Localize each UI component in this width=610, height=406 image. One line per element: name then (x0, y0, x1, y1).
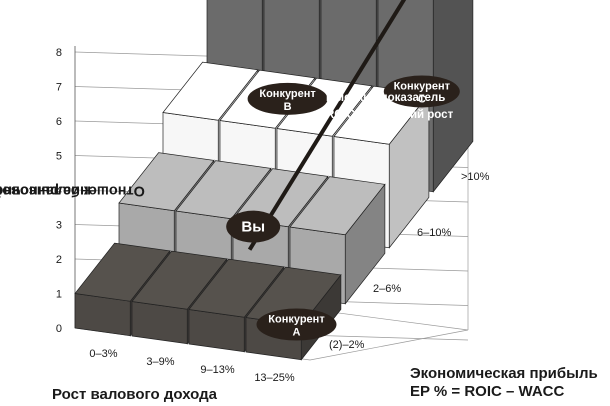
label-you: Вы (226, 210, 281, 243)
y-tick-label: 1 (56, 289, 62, 301)
bar-top-face (118, 152, 215, 212)
y-axis-title-line2: к балансовой (0, 182, 92, 199)
y-tick-label: 3 (56, 220, 62, 232)
label-oval-line1: Вы (241, 219, 265, 236)
x-axis-title: Рост валового дохода (52, 386, 218, 403)
z-tick-label: 6–10% (417, 227, 451, 239)
label-oval-line1: Конкурент (259, 88, 316, 100)
ticks-layer: 0 1 2 3 4 5 6 7 8 0–3% 3–9% 9–13% 13–25% (2)–2% 2–6% 6–… (56, 47, 490, 384)
label-oval-shape (226, 210, 281, 243)
callout-line1: Высокий показатель (326, 92, 445, 104)
label-oval-line2: A (293, 327, 301, 339)
y-tick-label: 4 (56, 185, 62, 197)
label-oval-shape (247, 82, 328, 115)
bar-top-face (188, 258, 285, 318)
callout-line2: ROIC → Высокий рост (326, 109, 454, 121)
z-tick-label: (2)–2% (329, 339, 365, 351)
label-oval-line1: Конкурент (268, 314, 325, 326)
label-oval-shape (383, 75, 460, 108)
x-tick-label: 9–13% (200, 364, 234, 376)
x-tick-label: 13–25% (254, 372, 295, 384)
z-tick-label: >10% (461, 171, 490, 183)
bar-top-face (289, 176, 386, 236)
z-axis-title-line1: Экономическая прибыль (410, 365, 598, 382)
growth-arrow (247, 0, 407, 251)
z-axis-title-line2: EP % = ROIC – WACC (410, 383, 565, 400)
overlay-layer: КонкурентAКонкурентBКонкурентCВыВысокий … (226, 0, 460, 341)
y-tick-label: 8 (56, 47, 62, 59)
x-tick-label: 3–9% (146, 356, 174, 368)
y-tick-label: 2 (56, 254, 62, 266)
bar-top-face (175, 160, 272, 220)
x-tick-label: 0–3% (89, 348, 117, 360)
y-tick-label: 7 (56, 82, 62, 94)
y-axis-title: Отношение рыночной стоимостик балансовой (0, 40, 145, 340)
y-tick-label: 0 (56, 323, 62, 335)
label-oval-line2: C (418, 94, 426, 106)
y-tick-label: 5 (56, 151, 62, 163)
z-tick-label: 2–6% (373, 283, 401, 295)
bar-top-face (131, 250, 228, 310)
label-oval-line2: B (284, 101, 292, 113)
label-oval-shape (256, 308, 337, 341)
bar-top-face (74, 242, 171, 302)
y-tick-label: 6 (56, 116, 62, 128)
bar-top-face (162, 61, 259, 121)
label-oval-line1: Конкурент (394, 81, 451, 93)
